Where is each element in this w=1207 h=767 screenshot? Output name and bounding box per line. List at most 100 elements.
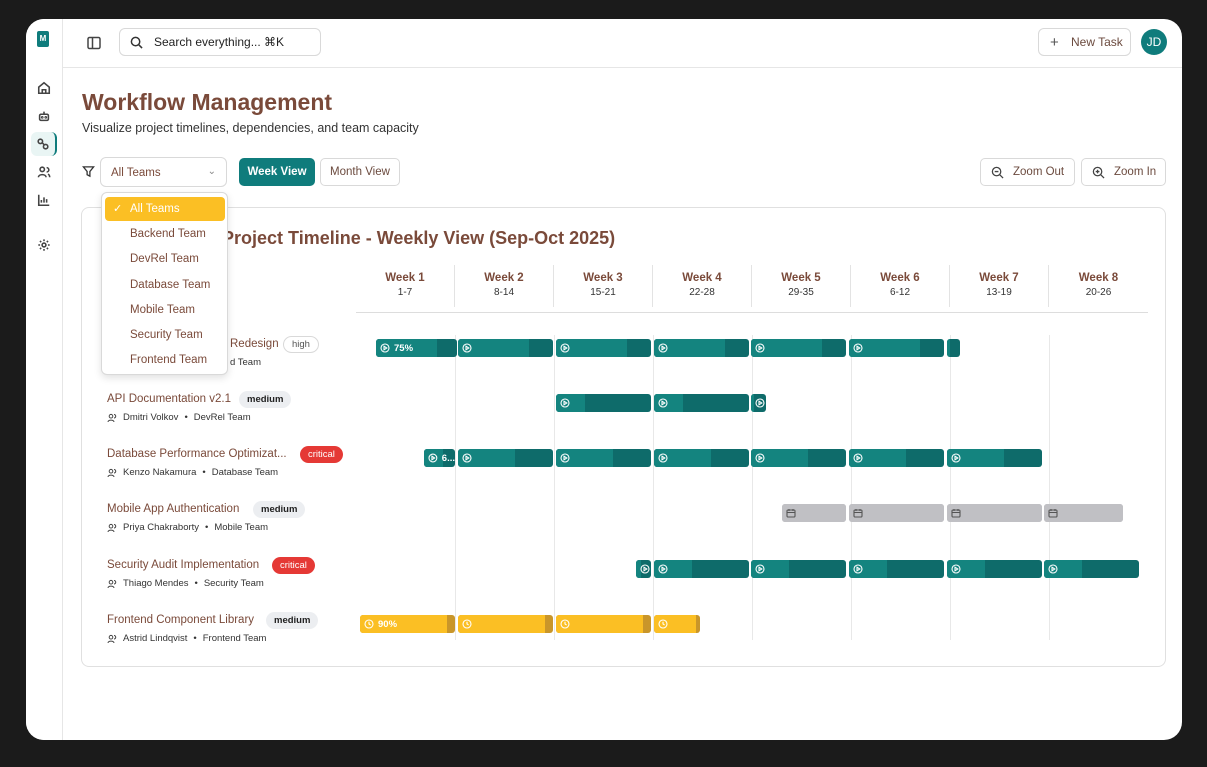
team-option-label: Backend Team <box>130 228 206 241</box>
segment-progress-fill <box>947 449 1004 467</box>
search-input[interactable]: Search everything... ⌘K <box>119 28 321 56</box>
task-assignee: Priya Chakraborty <box>123 522 200 533</box>
play-circle-icon <box>1048 564 1058 574</box>
play-circle-icon <box>658 564 668 574</box>
week-label: Week 2 <box>484 272 524 284</box>
week-view-button[interactable]: Week View <box>239 158 315 186</box>
team-option[interactable]: Mobile Team <box>105 298 225 322</box>
sidebar-item-users[interactable] <box>31 160 57 184</box>
team-option[interactable]: Frontend Team <box>105 348 225 372</box>
team-option[interactable]: Database Team <box>105 273 225 297</box>
timeline-bar-segment[interactable] <box>654 615 700 633</box>
timeline-bar-segment[interactable] <box>751 449 846 467</box>
calendar-icon <box>786 509 796 518</box>
timeline-bar-segment[interactable] <box>556 394 651 412</box>
task-name[interactable]: Frontend Component Library <box>107 614 255 626</box>
timeline-bar-segment[interactable] <box>458 615 553 633</box>
sidebar-item-bots[interactable] <box>31 104 57 128</box>
segment-progress-fill <box>947 339 950 357</box>
task-meta: d Team <box>230 357 261 368</box>
segment-progress-fill <box>751 339 823 357</box>
team-option[interactable]: Security Team <box>105 323 225 347</box>
week-range: 29-35 <box>788 287 814 298</box>
timeline-bar-segment[interactable] <box>458 449 553 467</box>
team-option[interactable]: DevRel Team <box>105 247 225 271</box>
week-range: 22-28 <box>689 287 715 298</box>
new-task-button[interactable]: + New Task <box>1038 28 1131 56</box>
timeline-bar-segment[interactable] <box>849 449 944 467</box>
team-option-label: Database Team <box>130 278 211 291</box>
week-range: 8-14 <box>493 287 514 298</box>
timeline-bar-segment[interactable] <box>947 560 1042 578</box>
timeline-bar-segment[interactable] <box>849 339 944 357</box>
week-range: 20-26 <box>1085 287 1112 298</box>
timeline-bar-segment[interactable] <box>556 449 651 467</box>
zoom-in-label: Zoom In <box>1114 166 1157 178</box>
timeline-bar-segment[interactable]: 90% <box>360 615 455 633</box>
zoom-out-button[interactable]: Zoom Out <box>980 158 1075 186</box>
segment-progress-fill <box>1044 504 1123 522</box>
timeline-bar-segment[interactable] <box>947 504 1042 522</box>
segment-progress-fill <box>424 449 443 467</box>
timeline-bar-segment[interactable] <box>654 449 749 467</box>
task-name[interactable]: Redesign <box>230 338 279 350</box>
timeline-bar-segment[interactable] <box>654 339 749 357</box>
task-name[interactable]: Database Performance Optimizat... <box>107 448 287 460</box>
meta-separator: • <box>202 467 206 478</box>
sidebar-item-settings[interactable] <box>31 233 57 257</box>
segment-progress-fill <box>556 339 628 357</box>
timeline-bar-segment[interactable] <box>751 560 846 578</box>
priority-badge: high <box>283 336 319 353</box>
segment-progress-fill <box>360 615 448 633</box>
timeline-bar-segment[interactable] <box>458 339 553 357</box>
zoom-in-button[interactable]: Zoom In <box>1081 158 1166 186</box>
team-option[interactable]: ✓ All Teams <box>105 197 225 221</box>
play-circle-icon <box>658 343 668 353</box>
priority-badge: medium <box>253 501 306 518</box>
timeline-bar-segment[interactable]: 75% <box>376 339 457 357</box>
week-label: Week 7 <box>979 272 1019 284</box>
segment-progress-fill <box>654 449 711 467</box>
task-meta: Dmitri Volkov • DevRel Team <box>107 412 251 423</box>
timeline-bar-segment[interactable] <box>636 560 651 578</box>
month-view-button[interactable]: Month View <box>320 158 400 186</box>
timeline-bar-segment[interactable] <box>1044 560 1139 578</box>
timeline-bar-segment[interactable] <box>556 339 651 357</box>
timeline-bar-segment[interactable] <box>1044 504 1123 522</box>
timeline-bar-segment[interactable] <box>849 560 944 578</box>
week-header: Week 3 15-21 <box>554 265 653 307</box>
sidebar-item-analytics[interactable] <box>31 188 57 212</box>
timeline-bar-segment[interactable] <box>782 504 846 522</box>
grid-line <box>455 335 456 640</box>
timeline-bar-segment[interactable] <box>849 504 944 522</box>
timeline-bar-segment[interactable]: 6... <box>424 449 455 467</box>
week-header: Week 5 29-35 <box>752 265 851 307</box>
team-filter-select[interactable]: All Teams ⌄ <box>100 157 227 187</box>
team-option[interactable]: Backend Team <box>105 222 225 246</box>
task-name[interactable]: API Documentation v2.1 <box>107 393 232 405</box>
users-icon <box>107 579 117 588</box>
sidebar-item-home[interactable] <box>31 76 57 100</box>
timeline-bar-segment[interactable] <box>751 394 766 412</box>
home-icon <box>37 81 51 95</box>
avatar[interactable]: JD <box>1141 29 1167 55</box>
segment-progress-fill <box>458 615 546 633</box>
team-option-label: Security Team <box>130 329 203 341</box>
panel-toggle-icon[interactable] <box>85 34 103 52</box>
timeline-bar-segment[interactable] <box>947 449 1042 467</box>
timeline-bar-segment[interactable] <box>556 615 651 633</box>
timeline-bar-segment[interactable] <box>947 339 960 357</box>
sidebar-item-workflow[interactable] <box>31 132 57 156</box>
timeline-bar-segment[interactable] <box>654 560 749 578</box>
calendar-icon <box>1048 509 1058 518</box>
play-circle-icon <box>755 398 765 408</box>
segment-progress-fill <box>947 504 1042 522</box>
play-circle-icon <box>755 343 765 353</box>
week-header: Week 7 13-19 <box>950 265 1049 307</box>
timeline-bar-segment[interactable] <box>751 339 846 357</box>
play-circle-icon <box>462 453 472 463</box>
timeline-bar-segment[interactable] <box>654 394 749 412</box>
task-name[interactable]: Mobile App Authentication <box>107 503 240 515</box>
segment-progress-fill <box>654 394 683 412</box>
task-name[interactable]: Security Audit Implementation <box>107 559 260 571</box>
